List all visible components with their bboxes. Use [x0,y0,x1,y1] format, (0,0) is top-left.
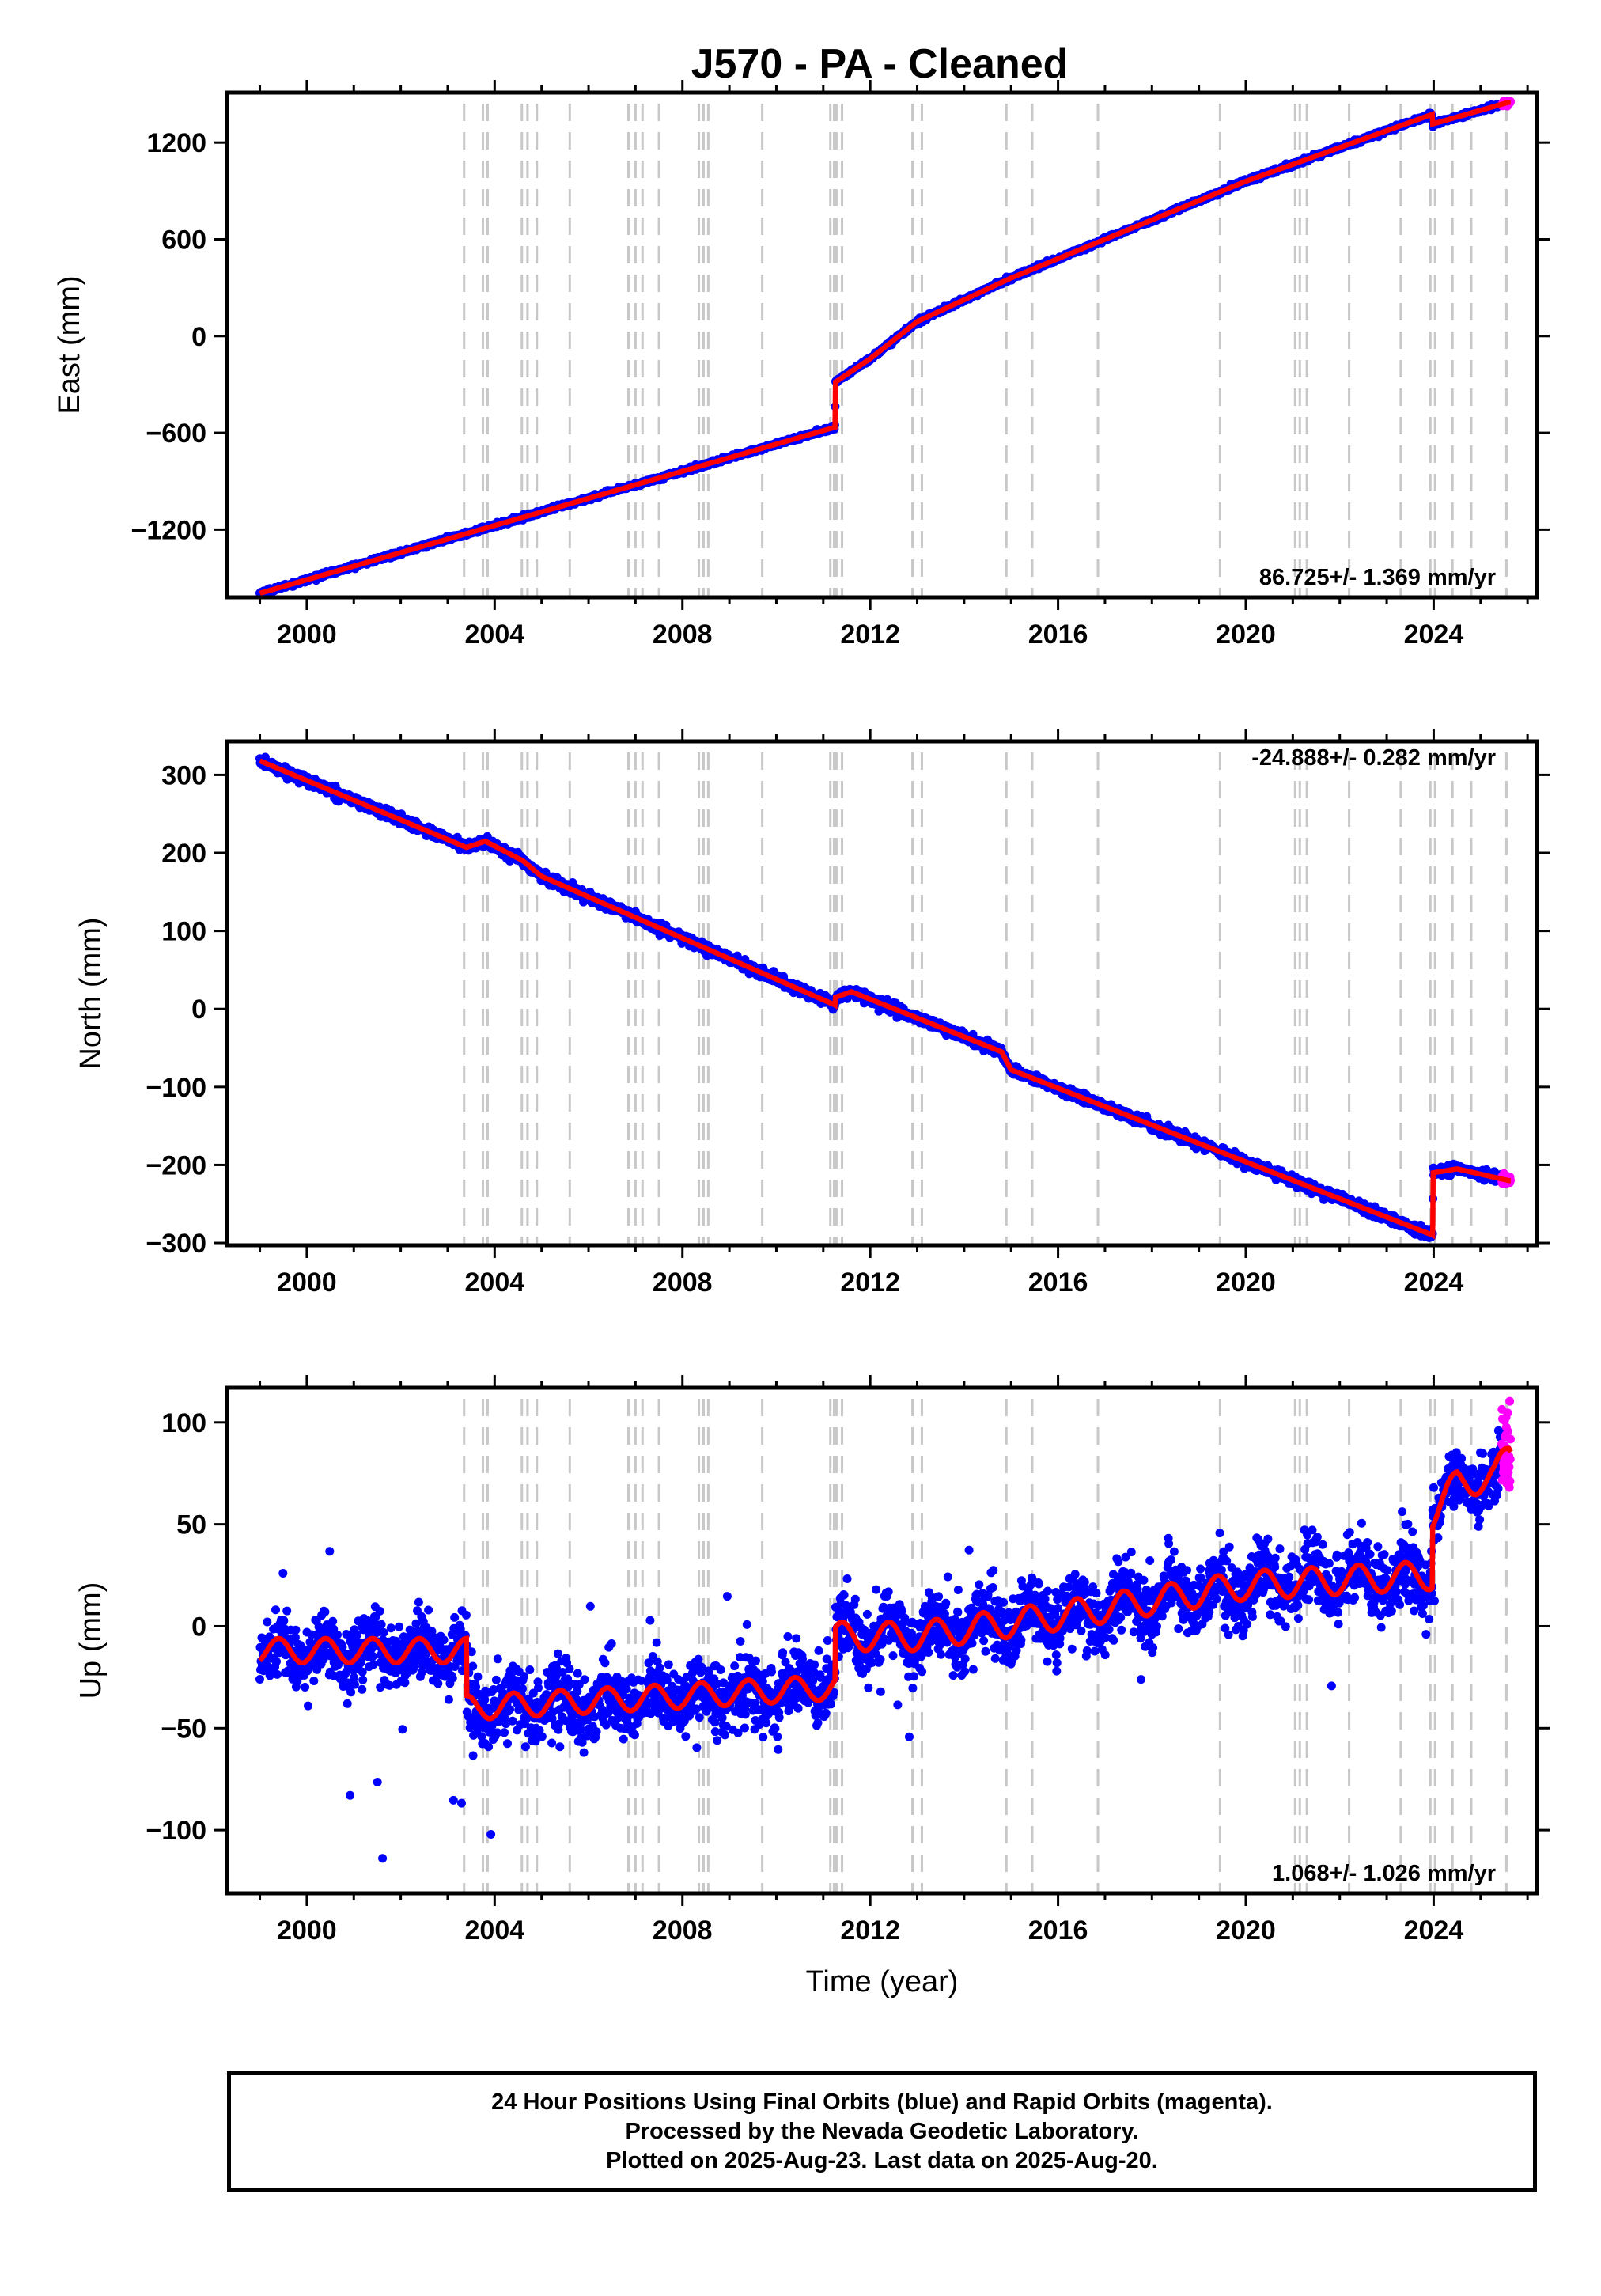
y-tick-label: −600 [146,419,206,449]
figure-title: J570 - PA - Cleaned [691,41,1069,87]
x-tick-label: 2004 [465,619,525,650]
panel-east: 2000 2004 2008 2012 2016 2020 2024 −1200 −600 0 60… [53,80,1550,650]
x-tick-label: 2008 [653,619,713,650]
panels: 2000 2004 2008 2012 2016 2020 2024 −1200 −600 0 60… [53,80,1550,1999]
observations [255,752,1515,1242]
x-tick-label: 2000 [277,619,337,650]
event-lines [463,752,1508,1245]
velocity-annotation: 86.725+/- 1.369 mm/yr [1259,565,1496,590]
x-tick-label: 2016 [1028,619,1088,650]
panel-north: 2000 2004 2008 2012 2016 2020 2024−300−200−100… [74,729,1550,1298]
y-tick-label: 600 [161,225,206,255]
x-tick-label: 2020 [1216,619,1276,650]
y-tick-label: −1200 [131,515,207,545]
x-tick-label: 2012 [840,619,900,650]
y-axis-label: East (mm) [53,275,86,414]
model-line [259,99,1511,596]
y-axis: −1200 −600 0 600 1200 [131,128,1550,545]
y-tick-label: 1200 [146,128,206,158]
x-tick-label: 2024 [1404,619,1464,650]
event-lines [463,104,1508,597]
x-axis: 2000 2004 2008 2012 2016 2020 2024 [259,80,1529,650]
y-tick-label: 0 [191,322,206,352]
